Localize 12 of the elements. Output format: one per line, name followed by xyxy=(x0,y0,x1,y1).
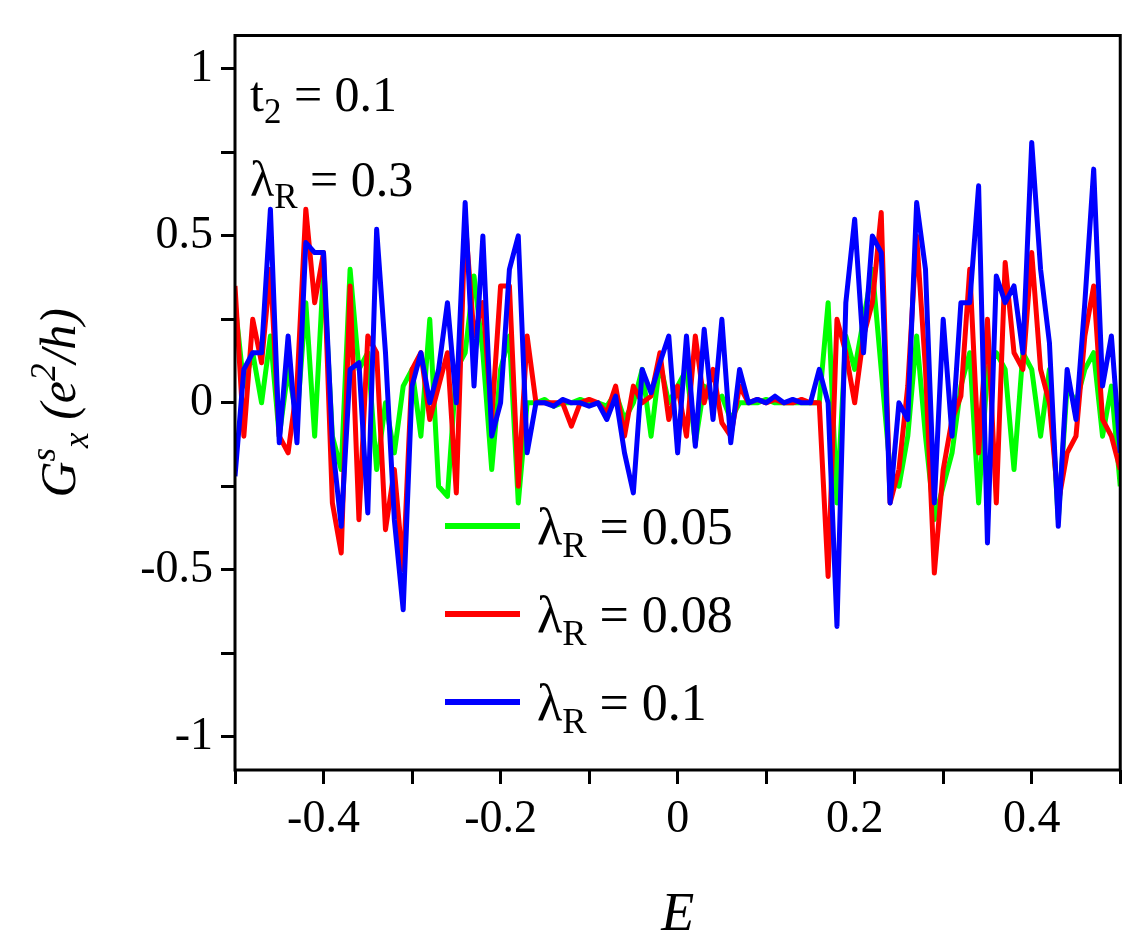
x-axis-title: E xyxy=(660,882,695,942)
y-tick-label: 0 xyxy=(190,373,213,425)
y-tick-label: 1 xyxy=(190,40,213,92)
x-tick-label: -0.4 xyxy=(287,790,360,842)
y-tick-label: -0.5 xyxy=(140,540,213,592)
x-tick-label: 0.2 xyxy=(825,790,884,842)
y-tick-label: -1 xyxy=(174,707,213,759)
y-tick-label: 0.5 xyxy=(155,206,213,258)
y-axis-title: Gsx (e2/h) xyxy=(24,307,96,498)
x-tick-label: 0.4 xyxy=(1002,790,1061,842)
x-tick-label: -0.2 xyxy=(464,790,537,842)
x-tick-label: 0 xyxy=(666,790,690,842)
